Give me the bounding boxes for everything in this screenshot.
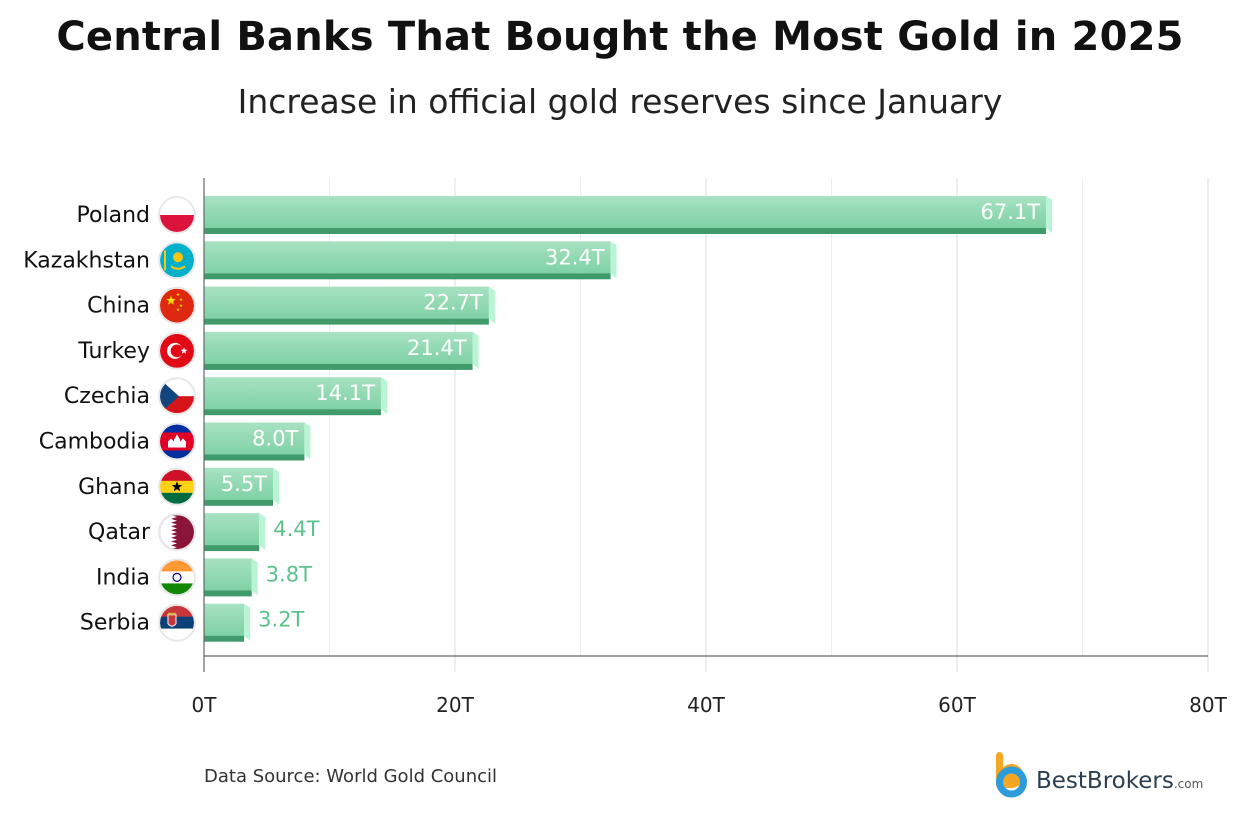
category-label: Czechia bbox=[64, 384, 150, 409]
bestbrokers-logo[interactable]: BestBrokers.com bbox=[992, 750, 1222, 806]
bar bbox=[204, 422, 305, 455]
category-label: Serbia bbox=[80, 611, 150, 636]
bar-value-label: 3.8T bbox=[266, 562, 312, 586]
bar-value-label: 14.1T bbox=[315, 381, 375, 405]
bar bbox=[204, 467, 274, 500]
bar-side-face bbox=[610, 241, 617, 279]
logo-brand: BestBrokers bbox=[1036, 768, 1174, 794]
logo-suffix: .com bbox=[1173, 777, 1204, 791]
ghana-flag-icon bbox=[158, 467, 196, 506]
bar bbox=[204, 377, 381, 410]
bar-value-label: 8.0T bbox=[252, 427, 298, 451]
x-tick-label: 80T bbox=[1189, 693, 1227, 717]
category-label: Turkey bbox=[77, 339, 150, 364]
bar bbox=[204, 196, 1047, 228]
bar-bottom-face bbox=[204, 363, 473, 370]
bar-bottom-face bbox=[204, 635, 245, 642]
bestbrokers-logo-icon bbox=[996, 752, 1027, 798]
qatar-flag-icon bbox=[158, 513, 196, 552]
bar bbox=[204, 513, 260, 546]
bar-side-face bbox=[251, 558, 258, 596]
poland-flag-icon bbox=[158, 196, 196, 234]
serbia-flag-icon bbox=[158, 603, 196, 642]
bar-value-label: 22.7T bbox=[423, 291, 483, 315]
category-label: Cambodia bbox=[39, 430, 150, 455]
category-label: Poland bbox=[77, 203, 150, 228]
x-tick-label: 40T bbox=[687, 693, 725, 717]
x-tick-label: 20T bbox=[436, 693, 474, 717]
bar-value-label: 4.4T bbox=[273, 517, 319, 541]
bar-value-label: 67.1T bbox=[981, 200, 1041, 224]
category-label: Kazakhstan bbox=[23, 248, 150, 273]
bar-chart: 67.1T Poland 32.4T Kazakhstan 22.7T China 21.4… bbox=[23, 178, 1228, 717]
bar-bottom-face bbox=[204, 454, 305, 461]
category-label: China bbox=[87, 294, 150, 319]
chart-title: Central Banks That Bought the Most Gold … bbox=[56, 14, 1184, 60]
category-label: Ghana bbox=[78, 475, 150, 500]
bar-value-label: 21.4T bbox=[407, 336, 467, 360]
category-label: Qatar bbox=[88, 520, 151, 545]
bar-bottom-face bbox=[204, 318, 489, 325]
turkey-flag-icon bbox=[158, 331, 196, 370]
bar-side-face bbox=[380, 377, 387, 415]
bar-side-face bbox=[304, 422, 311, 460]
bar bbox=[204, 241, 611, 274]
bar-bottom-face bbox=[204, 228, 1047, 234]
bar-side-face bbox=[1046, 196, 1053, 233]
kazakhstan-flag-icon bbox=[158, 241, 196, 280]
bar-side-face bbox=[259, 513, 266, 551]
cambodia-flag-icon bbox=[158, 422, 196, 461]
bar bbox=[204, 603, 245, 636]
x-tick-label: 0T bbox=[192, 693, 218, 717]
bar-bottom-face bbox=[204, 499, 274, 506]
bar-side-face bbox=[244, 603, 251, 641]
bar-bottom-face bbox=[204, 273, 611, 280]
bar bbox=[204, 558, 252, 591]
bar bbox=[204, 286, 489, 319]
bar-side-face bbox=[472, 331, 479, 369]
bar-side-face bbox=[273, 467, 280, 505]
bar-bottom-face bbox=[204, 409, 381, 416]
bestbrokers-logo-text: BestBrokers.com bbox=[1036, 768, 1203, 794]
czechia-flag-icon bbox=[158, 377, 196, 416]
bar-value-label: 5.5T bbox=[221, 472, 267, 496]
bar-side-face bbox=[488, 286, 495, 324]
chart-subtitle: Increase in official gold reserves since… bbox=[237, 82, 1003, 121]
bar-bottom-face bbox=[204, 590, 252, 597]
data-source-note: Data Source: World Gold Council bbox=[204, 766, 498, 787]
bar-bottom-face bbox=[204, 545, 260, 552]
x-tick-label: 60T bbox=[938, 693, 976, 717]
china-flag-icon bbox=[158, 286, 196, 325]
india-flag-icon bbox=[158, 558, 196, 597]
bar-value-label: 3.2T bbox=[258, 608, 304, 632]
bar bbox=[204, 331, 473, 364]
category-label: India bbox=[96, 565, 150, 590]
bar-value-label: 32.4T bbox=[545, 245, 605, 269]
